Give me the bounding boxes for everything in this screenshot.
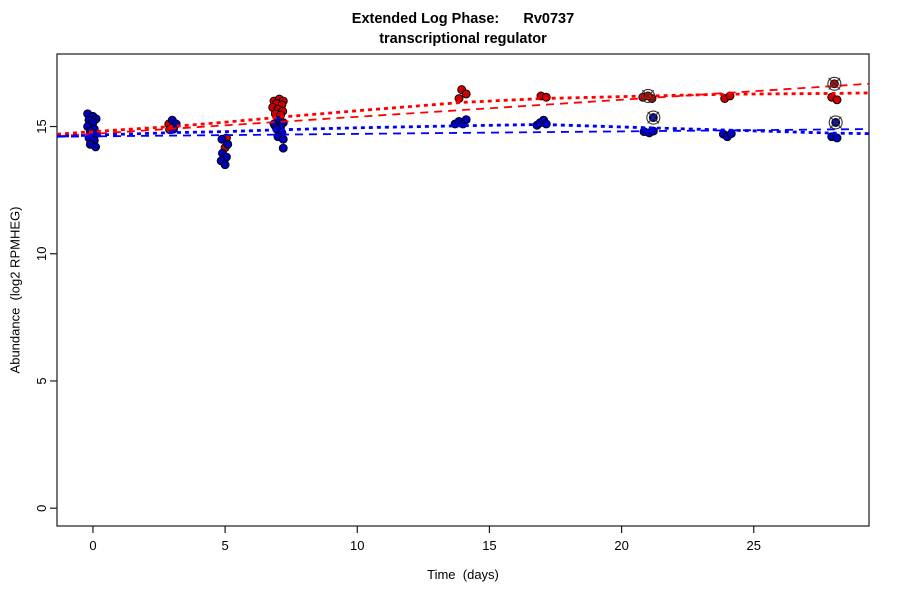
- outlier-circle-x-icon: [828, 115, 843, 130]
- series-blue-point: [278, 143, 288, 153]
- y-tick-label: 0: [34, 505, 49, 512]
- series-blue-point: [91, 142, 101, 152]
- outlier-circle-x-icon: [640, 88, 656, 104]
- series-blue-point: [461, 115, 471, 125]
- chart-title: Extended Log Phase: Rv0737: [351, 11, 575, 27]
- chart-subtitle: transcriptional regulator: [379, 31, 547, 47]
- blue-smooth-fit: [56, 123, 870, 138]
- x-tick-label: 20: [614, 538, 628, 553]
- outlier-circle-x-icon: [646, 110, 661, 125]
- series-blue-point: [278, 134, 288, 144]
- outlier-circle-x-icon: [641, 89, 655, 103]
- plot-box: [56, 53, 870, 527]
- outlier-circle-x-icon: [827, 76, 842, 91]
- series-blue-point: [832, 133, 842, 143]
- y-tick-label: 10: [34, 247, 49, 261]
- y-tick-label: 5: [34, 377, 49, 384]
- series-blue-point: [223, 139, 233, 149]
- series-red-point: [461, 89, 471, 99]
- series-blue-point: [217, 134, 227, 144]
- x-axis-label: Time (days): [427, 567, 499, 582]
- x-tick-label: 15: [482, 538, 496, 553]
- red-smooth-fit: [56, 91, 870, 136]
- blue-linear-fit: [56, 128, 870, 138]
- x-tick-label: 10: [350, 538, 364, 553]
- outlier-circle-x-icon: [828, 77, 841, 90]
- red-linear-fit: [56, 82, 870, 138]
- x-tick-label: 0: [89, 538, 96, 553]
- series-red-point: [832, 95, 842, 105]
- series-blue-point: [220, 160, 230, 170]
- outlier-circle-x-icon: [829, 116, 842, 129]
- x-tick-label: 25: [747, 538, 761, 553]
- x-tick-label: 5: [221, 538, 228, 553]
- y-tick-label: 15: [34, 119, 49, 133]
- outlier-circle-x-icon: [647, 111, 660, 124]
